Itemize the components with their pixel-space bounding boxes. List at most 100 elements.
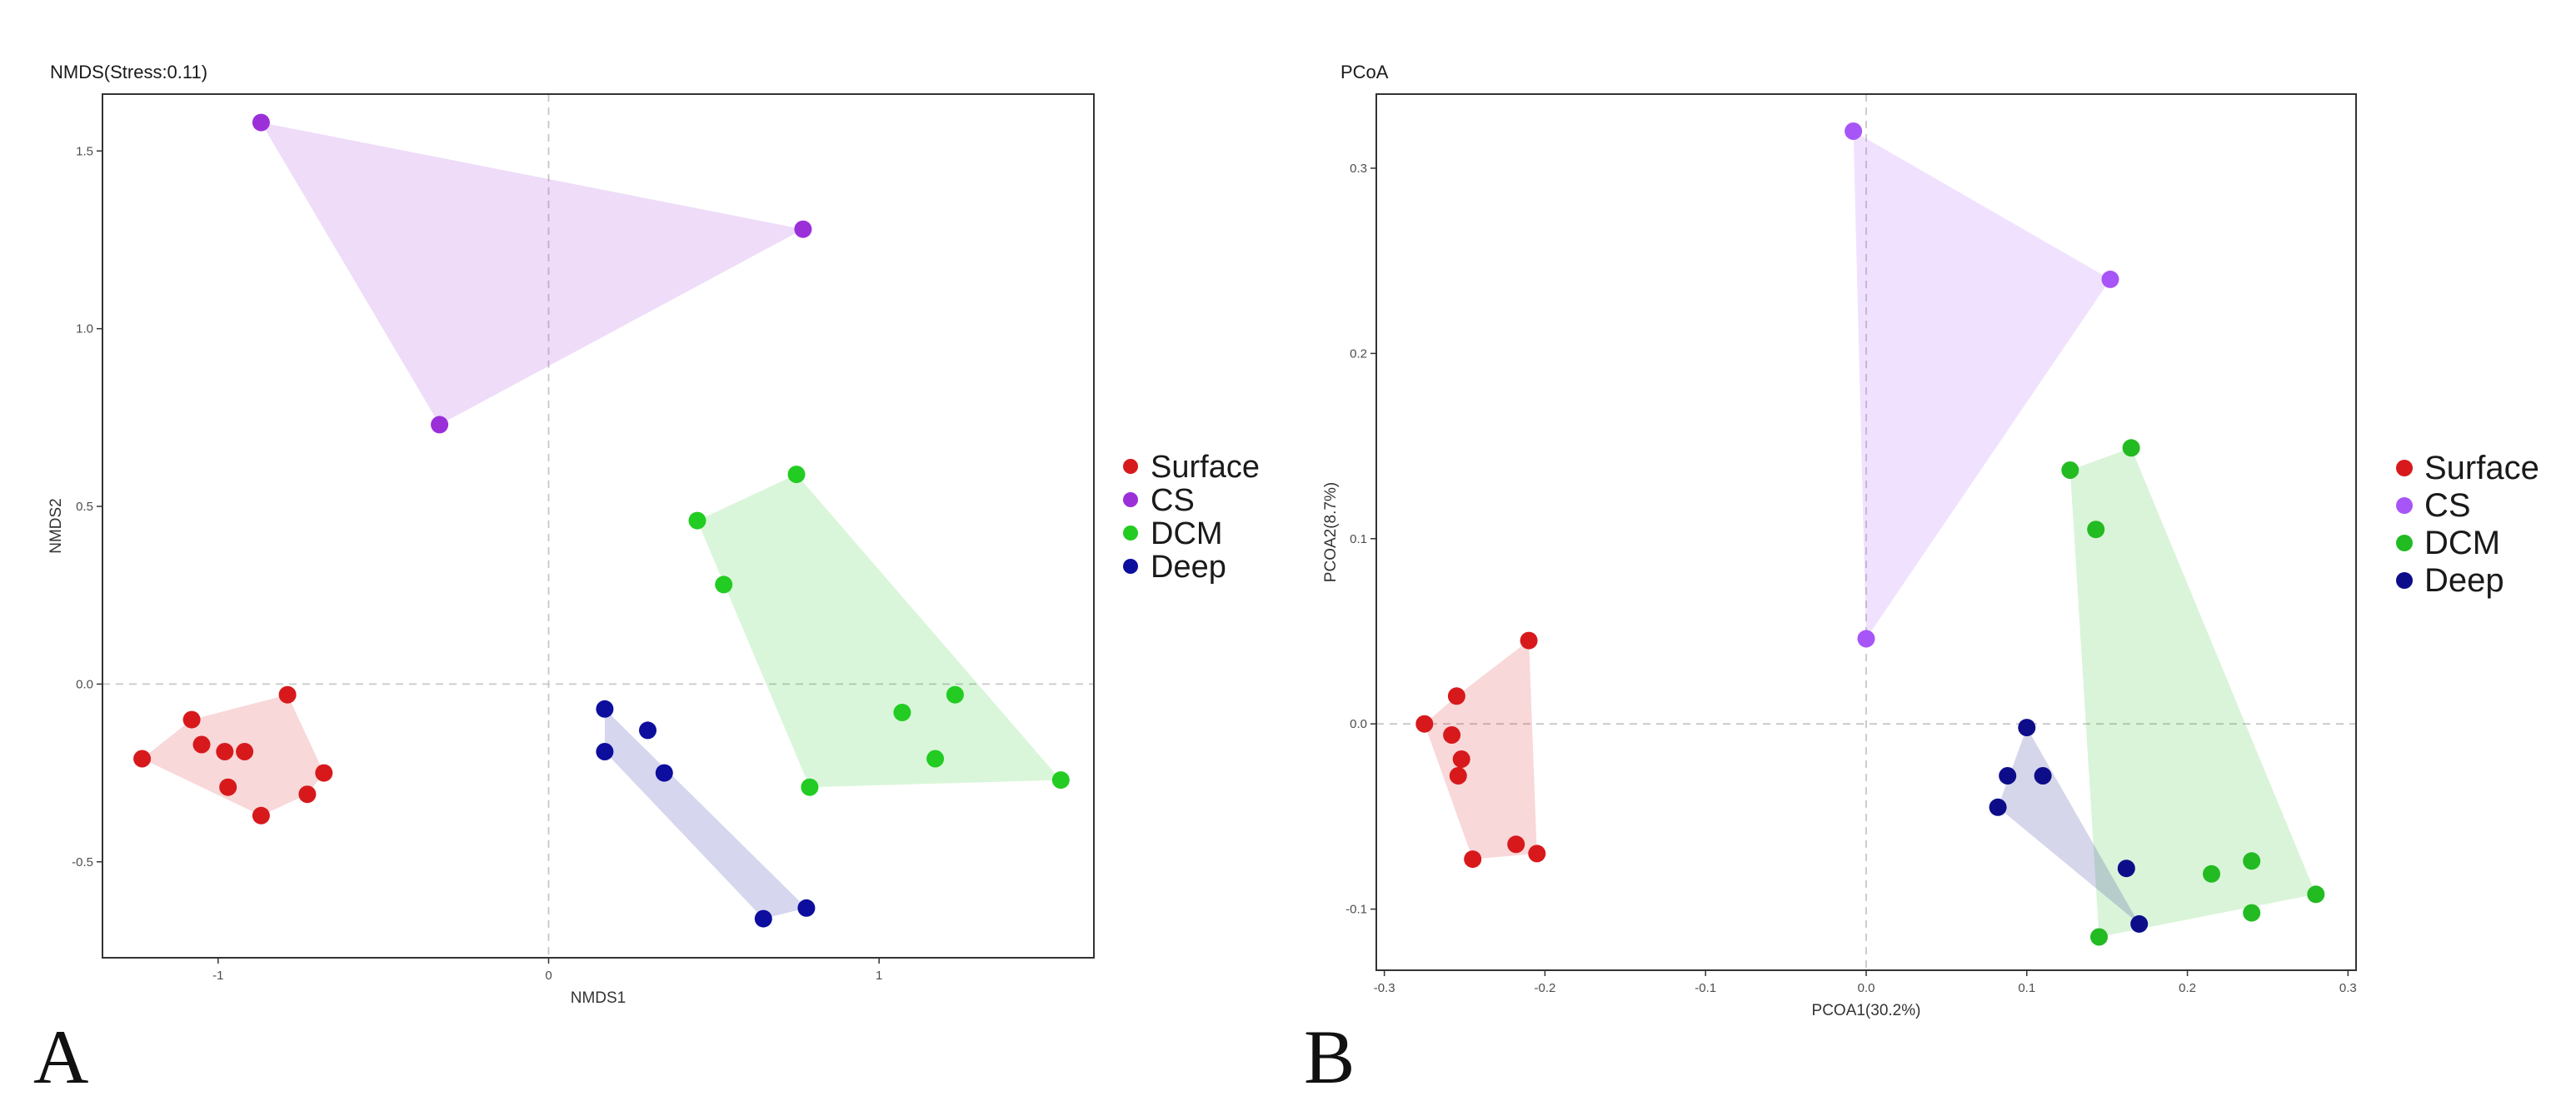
point-deep	[2034, 767, 2052, 785]
point-surface	[315, 764, 333, 782]
x-tick-label: -0.2	[1534, 981, 1555, 995]
x-axis-title: NMDS1	[571, 989, 627, 1007]
y-tick-label: 0.5	[76, 500, 93, 514]
legend-marker-deep	[1123, 559, 1138, 574]
x-tick-label: 0.0	[1858, 981, 1875, 995]
y-tick-label: -0.1	[1345, 903, 1367, 917]
point-deep	[2130, 914, 2149, 933]
legend-label-cs: CS	[1151, 483, 1195, 518]
point-dcm	[2243, 904, 2261, 922]
point-deep	[1999, 767, 2017, 785]
point-surface	[216, 743, 234, 760]
y-tick-label: -0.5	[72, 855, 93, 869]
hull-deep	[1998, 727, 2139, 924]
hull-surface	[142, 695, 324, 816]
point-dcm	[1051, 771, 1070, 790]
panel-letter: A	[33, 1014, 88, 1099]
point-deep	[596, 700, 614, 718]
hull-deep	[604, 709, 806, 919]
hull-cs	[261, 122, 803, 425]
point-cs	[1857, 630, 1875, 648]
plot-border	[102, 93, 1095, 959]
point-dcm	[2087, 521, 2105, 539]
legend-marker-dcm	[1123, 526, 1138, 541]
point-dcm	[2307, 885, 2325, 904]
point-deep	[797, 899, 816, 917]
point-surface	[1507, 835, 1525, 854]
point-surface	[1528, 844, 1546, 863]
x-tick-label: -1	[212, 969, 223, 983]
y-axis-title: PCOA2(8.7%)	[1322, 482, 1340, 582]
chart-title: PCoA	[1340, 62, 1389, 82]
y-tick-label: 1.0	[76, 322, 93, 336]
point-dcm	[787, 466, 806, 484]
point-deep	[655, 764, 673, 782]
point-deep	[2018, 719, 2036, 737]
point-cs	[431, 416, 449, 434]
point-surface	[1464, 850, 1482, 869]
point-dcm	[2122, 439, 2140, 457]
point-dcm	[893, 704, 911, 721]
point-surface	[1443, 726, 1461, 744]
legend-label-cs: CS	[2424, 487, 2471, 524]
legend-marker-cs	[2396, 497, 2413, 514]
point-dcm	[688, 511, 706, 530]
point-surface	[1415, 715, 1434, 733]
point-surface	[1520, 631, 1538, 650]
y-tick-label: 0.3	[1350, 162, 1367, 176]
hull-dcm	[2069, 447, 2316, 937]
legend-label-surface: Surface	[2424, 450, 2539, 486]
x-tick-label: 0.1	[2018, 981, 2035, 995]
point-deep	[596, 743, 614, 760]
y-tick-label: 0.0	[76, 677, 93, 691]
x-tick-label: -0.1	[1695, 981, 1716, 995]
y-axis-title: NMDS2	[47, 498, 65, 554]
y-tick-label: 0.2	[1350, 346, 1367, 361]
point-dcm	[2243, 852, 2261, 870]
point-deep	[639, 721, 656, 740]
point-cs	[252, 113, 270, 132]
point-surface	[278, 685, 297, 704]
legend-marker-deep	[2396, 572, 2413, 589]
point-surface	[192, 735, 211, 754]
point-surface	[1447, 687, 1465, 705]
legend-label-deep: Deep	[2424, 562, 2504, 599]
legend-label-deep: Deep	[1151, 550, 1226, 585]
point-dcm	[926, 750, 945, 768]
y-tick-label: 0.1	[1350, 532, 1367, 546]
point-surface	[1449, 767, 1467, 785]
point-deep	[1989, 798, 2007, 816]
x-axis-title: PCOA1(30.2%)	[1812, 1002, 1921, 1019]
point-cs	[794, 220, 812, 238]
hull-dcm	[697, 474, 1061, 788]
point-dcm	[946, 685, 964, 704]
legend-marker-surface	[2396, 460, 2413, 476]
panel-a: NMDS(Stress:0.11) -1 0 1 -0.5 0.0 0.5 1.0 1.5 NMD…	[33, 62, 1260, 1099]
legend-marker-cs	[1123, 492, 1138, 507]
x-tick-label: 0.3	[2339, 981, 2357, 995]
point-cs	[2101, 270, 2119, 288]
hull-cs	[1853, 131, 2110, 639]
point-surface	[1452, 750, 1470, 768]
legend-label-surface: Surface	[1151, 450, 1260, 485]
point-surface	[219, 778, 237, 796]
point-surface	[252, 806, 270, 825]
legend-marker-surface	[1123, 459, 1138, 474]
legend-marker-dcm	[2396, 535, 2413, 551]
point-deep	[2117, 859, 2135, 878]
x-tick-label: 1	[876, 969, 882, 983]
panel-letter: B	[1304, 1014, 1355, 1099]
legend-label-dcm: DCM	[1151, 516, 1223, 551]
point-cs	[1845, 122, 1863, 140]
point-dcm	[2061, 461, 2079, 479]
point-surface	[133, 750, 152, 768]
y-tick-label: 0.0	[1350, 717, 1367, 731]
point-surface	[298, 785, 317, 804]
x-tick-label: 0.2	[2179, 981, 2196, 995]
x-tick-label: 0	[545, 969, 552, 983]
point-deep	[754, 909, 772, 928]
point-dcm	[2203, 864, 2220, 883]
